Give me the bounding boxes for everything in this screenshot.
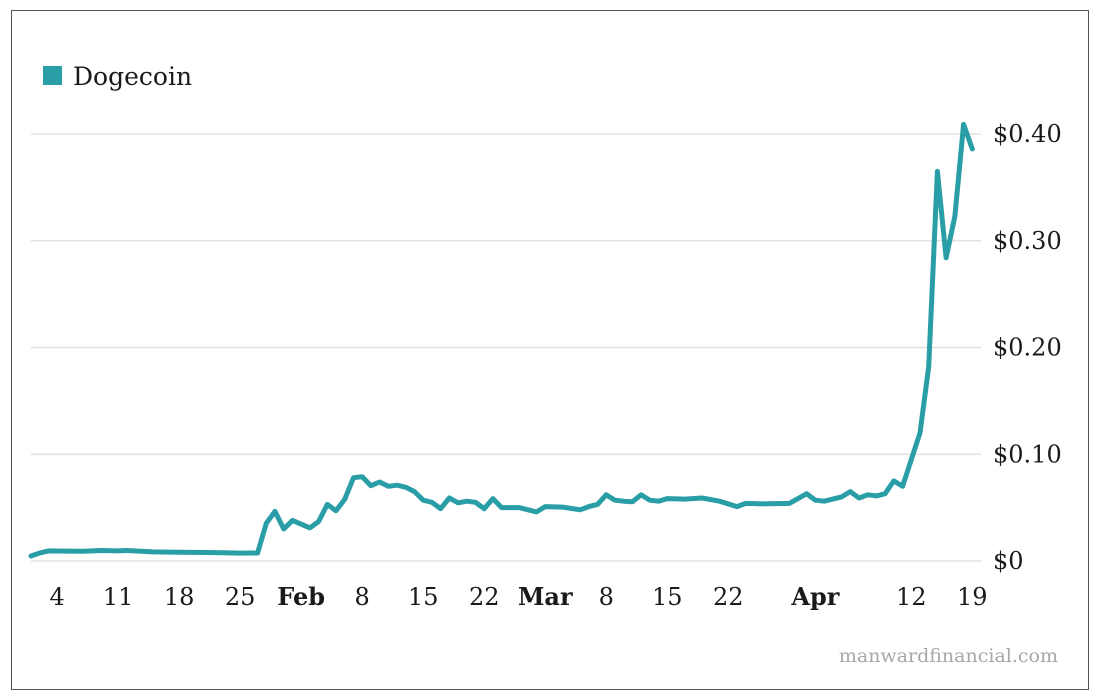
x-tick-label: 18: [164, 583, 195, 611]
x-tick-label: 15: [408, 583, 439, 611]
x-tick-label-month: Feb: [277, 582, 325, 611]
y-tick-label: $0: [993, 547, 1024, 575]
x-tick-label-month: Apr: [790, 582, 839, 611]
y-axis-labels: $0 $0.10 $0.20 $0.30 $0.40: [993, 120, 1062, 575]
y-tick-label: $0.40: [993, 120, 1062, 148]
x-tick-label: 15: [652, 583, 683, 611]
legend-swatch: [43, 66, 62, 85]
x-tick-label: 4: [50, 583, 65, 611]
y-tick-label: $0.20: [993, 334, 1062, 362]
x-axis-labels: 4 11 18 25 Feb 8 15 22 Mar 8 15 22 Apr 12 19: [50, 582, 988, 611]
x-tick-label: 22: [469, 583, 500, 611]
y-tick-label: $0.10: [993, 440, 1062, 468]
gridlines: [31, 133, 981, 562]
legend-label: Dogecoin: [73, 62, 192, 91]
chart-frame: Dogecoin $0 $0.10 $0.20 $0.30 $0.40 4 11 18 25 F…: [11, 10, 1089, 690]
x-tick-label: 11: [103, 583, 134, 611]
chart-svg: Dogecoin $0 $0.10 $0.20 $0.30 $0.40 4 11 18 25 F…: [28, 62, 1062, 667]
x-tick-label: 19: [957, 583, 988, 611]
x-tick-label-month: Mar: [518, 582, 573, 611]
x-tick-label: 8: [355, 583, 370, 611]
legend: Dogecoin: [43, 62, 192, 91]
y-tick-label: $0.30: [993, 227, 1062, 255]
x-tick-label: 8: [599, 583, 614, 611]
x-tick-label: 25: [225, 583, 256, 611]
x-tick-label: 22: [713, 583, 744, 611]
series-line-dogecoin: [28, 121, 975, 559]
series-layer: [28, 121, 975, 559]
watermark: manwardfinancial.com: [839, 645, 1058, 667]
x-tick-label: 12: [896, 583, 927, 611]
